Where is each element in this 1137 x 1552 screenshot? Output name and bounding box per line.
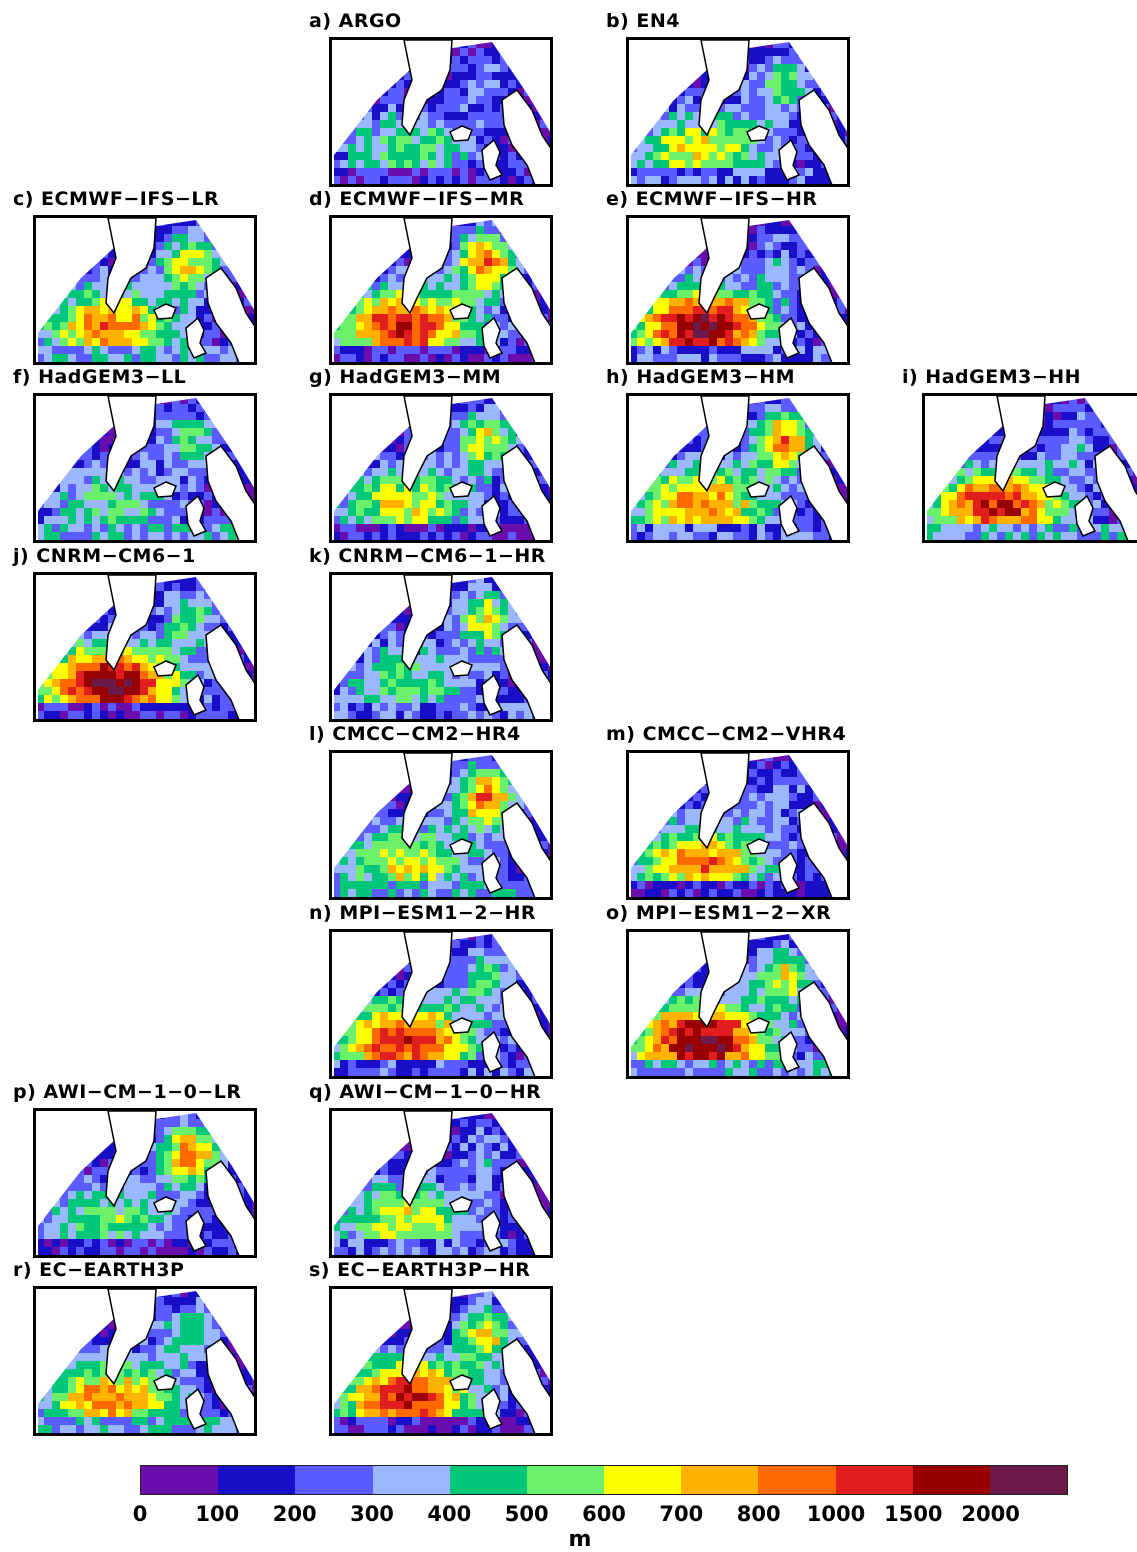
panel-title: b) EN4 bbox=[606, 10, 680, 32]
map-frame bbox=[329, 929, 553, 1079]
panel-title: l) CMCC−CM2−HR4 bbox=[309, 723, 521, 745]
colorbar-swatch bbox=[990, 1466, 1067, 1494]
map-frame bbox=[329, 1108, 553, 1258]
map-frame bbox=[33, 572, 257, 722]
panel-title: g) HadGEM3−MM bbox=[309, 366, 501, 388]
colorbar-swatch bbox=[913, 1466, 990, 1494]
panel-title: r) EC−EARTH3P bbox=[13, 1259, 184, 1281]
map-frame bbox=[33, 1108, 257, 1258]
map-frame bbox=[626, 750, 850, 900]
map-frame bbox=[329, 215, 553, 365]
colorbar-swatch bbox=[141, 1466, 218, 1494]
map-frame bbox=[626, 929, 850, 1079]
colorbar-swatch bbox=[450, 1466, 527, 1494]
panel-title: i) HadGEM3−HH bbox=[902, 366, 1081, 388]
map-frame bbox=[33, 1286, 257, 1436]
colorbar-swatch bbox=[295, 1466, 372, 1494]
panel-title: f) HadGEM3−LL bbox=[13, 366, 186, 388]
panel-title: k) CNRM−CM6−1−HR bbox=[309, 545, 546, 567]
colorbar-tick-label: 0 bbox=[133, 1502, 148, 1526]
panel-title: c) ECMWF−IFS−LR bbox=[13, 188, 219, 210]
colorbar-tick-label: 2000 bbox=[961, 1502, 1019, 1526]
colorbar-unit: m bbox=[569, 1527, 592, 1552]
panel-title: h) HadGEM3−HM bbox=[606, 366, 795, 388]
map-frame bbox=[329, 572, 553, 722]
panel-title: e) ECMWF−IFS−HR bbox=[606, 188, 818, 210]
colorbar-swatch bbox=[604, 1466, 681, 1494]
panel-title: m) CMCC−CM2−VHR4 bbox=[606, 723, 846, 745]
colorbar-swatch bbox=[527, 1466, 604, 1494]
map-frame bbox=[33, 215, 257, 365]
panel-title: n) MPI−ESM1−2−HR bbox=[309, 902, 536, 924]
panel-title: q) AWI−CM−1−0−HR bbox=[309, 1081, 541, 1103]
colorbar-swatch bbox=[373, 1466, 450, 1494]
map-frame bbox=[329, 750, 553, 900]
map-frame bbox=[626, 215, 850, 365]
colorbar-tick-label: 500 bbox=[505, 1502, 549, 1526]
colorbar-swatch bbox=[758, 1466, 835, 1494]
colorbar-tick-label: 700 bbox=[659, 1502, 703, 1526]
map-frame bbox=[626, 393, 850, 543]
panel-title: p) AWI−CM−1−0−LR bbox=[13, 1081, 242, 1103]
colorbar-swatch bbox=[218, 1466, 295, 1494]
colorbar bbox=[140, 1465, 1068, 1495]
colorbar-swatch bbox=[836, 1466, 913, 1494]
colorbar-tick-label: 1500 bbox=[884, 1502, 942, 1526]
map-frame bbox=[922, 393, 1137, 543]
colorbar-tick-label: 300 bbox=[350, 1502, 394, 1526]
colorbar-tick-label: 100 bbox=[195, 1502, 239, 1526]
map-frame bbox=[626, 37, 850, 187]
colorbar-tick-label: 1000 bbox=[807, 1502, 865, 1526]
colorbar-tick-label: 400 bbox=[427, 1502, 471, 1526]
panel-title: s) EC−EARTH3P−HR bbox=[309, 1259, 530, 1281]
panel-title: d) ECMWF−IFS−MR bbox=[309, 188, 524, 210]
panel-title: j) CNRM−CM6−1 bbox=[13, 545, 196, 567]
colorbar-tick-label: 600 bbox=[582, 1502, 626, 1526]
colorbar-tick-label: 200 bbox=[273, 1502, 317, 1526]
colorbar-tick-label: 800 bbox=[737, 1502, 781, 1526]
panel-title: o) MPI−ESM1−2−XR bbox=[606, 902, 831, 924]
map-frame bbox=[329, 1286, 553, 1436]
map-frame bbox=[33, 393, 257, 543]
colorbar-swatch bbox=[681, 1466, 758, 1494]
panel-title: a) ARGO bbox=[309, 10, 402, 32]
map-frame bbox=[329, 37, 553, 187]
map-frame bbox=[329, 393, 553, 543]
